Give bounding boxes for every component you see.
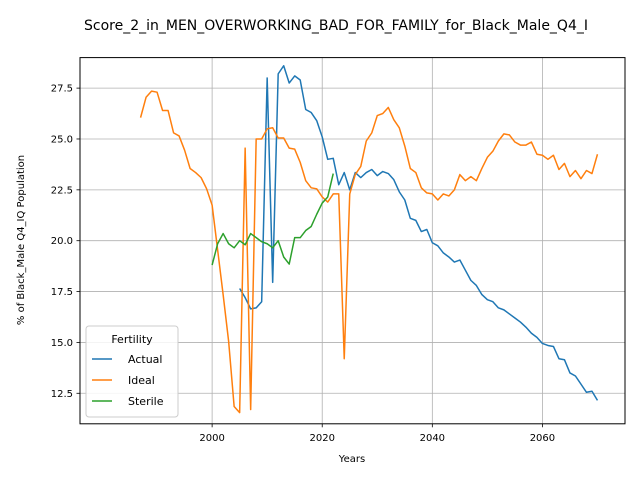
- y-tick-label: 15.0: [51, 338, 73, 349]
- series-line-actual: [239, 64, 599, 401]
- series-lines: [139, 64, 599, 414]
- chart-title: Score_2_in_MEN_OVERWORKING_BAD_FOR_FAMIL…: [84, 18, 588, 34]
- x-tick-label: 2060: [530, 433, 555, 444]
- legend-box: [85, 325, 179, 418]
- y-tick-label: 17.5: [51, 287, 73, 298]
- y-tick-label: 12.5: [51, 389, 73, 400]
- y-axis-label: % of Black_Male Q4_IQ Population: [16, 155, 27, 325]
- legend-label-actual: Actual: [128, 353, 162, 366]
- series-line-ideal: [139, 90, 599, 414]
- y-tick-label: 25.0: [51, 134, 73, 145]
- y-tick-label: 27.5: [51, 84, 73, 95]
- legend-label-sterile: Sterile: [128, 395, 164, 408]
- y-tick-label: 20.0: [51, 236, 73, 247]
- legend: Fertility Actual Ideal Sterile: [85, 325, 179, 418]
- legend-label-ideal: Ideal: [128, 374, 155, 387]
- x-axis: 2000 2020 2040 2060: [199, 423, 555, 444]
- y-axis: 12.5 15.0 17.5 20.0 22.5 25.0 27.5: [51, 84, 80, 400]
- x-tick-label: 2000: [199, 433, 224, 444]
- x-axis-label: Years: [338, 454, 365, 465]
- x-tick-label: 2020: [309, 433, 334, 444]
- series-line-sterile: [211, 173, 334, 266]
- y-tick-label: 22.5: [51, 185, 73, 196]
- legend-title: Fertility: [111, 333, 153, 346]
- x-tick-label: 2040: [420, 433, 445, 444]
